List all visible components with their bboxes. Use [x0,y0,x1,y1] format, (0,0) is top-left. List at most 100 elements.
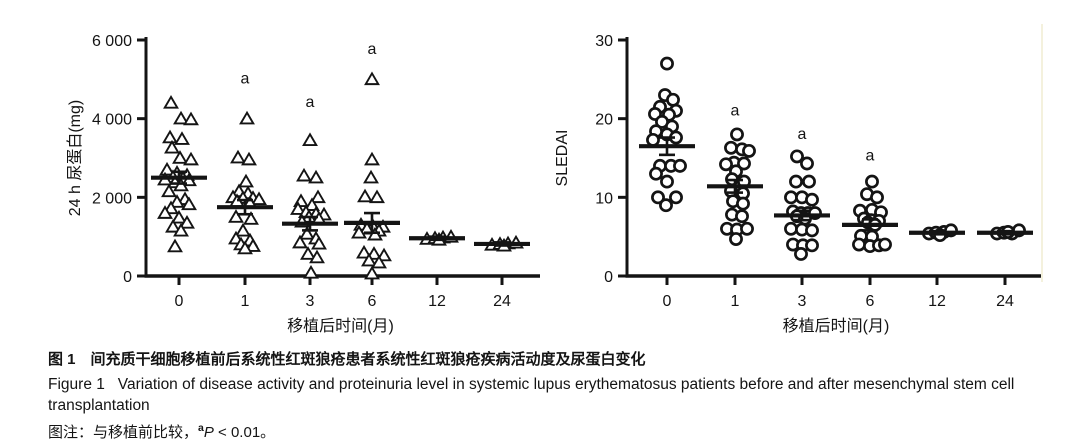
data-point-triangle [161,183,177,198]
x-tick-label: 6 [368,293,377,310]
y-tick-label: 30 [595,33,613,50]
data-point-circle [666,92,680,107]
x-tick-label: 3 [306,293,315,310]
data-point-triangle [364,265,380,280]
data-point-triangle [367,226,383,241]
plot-proteinuria: 0 2 000 4 000 6 000 0 1 3 6 12 24 移植后时间(月) 24 h 尿蛋白… [66,33,540,335]
data-point-triangle [171,209,187,224]
data-point-circle [730,127,744,142]
note-p-symbol: P [203,424,214,442]
figure-captions: 图 1 间充质干细胞移植前后系统性红斑狼疮患者系统性红斑狼疮疾病活动度及尿蛋白变… [48,350,1068,443]
data-point-triangle [299,226,315,240]
data-point-circle [742,143,756,158]
data-point-triangle [162,129,178,144]
data-point-triangle [245,238,261,252]
significance-label: a [241,70,250,87]
data-point-triangle [183,111,199,126]
data-point-circle [740,221,754,236]
data-point-triangle [351,224,367,239]
x-tick-label: 6 [866,293,875,310]
data-point-circle [724,140,738,155]
data-point-triangle [296,167,312,182]
data-point-triangle [179,215,195,229]
data-point-triangle [243,211,259,225]
data-point-triangle [303,264,319,279]
x-tick-label: 0 [175,293,184,310]
data-point-triangle [241,151,257,166]
x-tick-label: 1 [731,293,740,310]
data-point-triangle [181,196,197,211]
data-point-circle [794,247,808,261]
scan-artifact-line [1041,24,1043,282]
data-point-circle [789,174,803,189]
data-point-triangle [169,194,185,208]
data-point-triangle [290,201,306,215]
significance-label: a [368,41,377,58]
y-tick-label: 0 [604,269,613,286]
data-point-triangle [172,150,188,164]
y-tick-label: 6 000 [92,33,132,50]
data-point-circle [729,232,743,246]
x-tick-label: 1 [241,293,250,310]
data-point-circle [865,174,879,189]
data-point-circle [651,190,665,205]
data-point-triangle [159,161,175,176]
data-point-circle [805,223,819,238]
data-point-circle [735,209,749,224]
data-point-triangle [157,205,173,219]
data-point-circle [719,157,733,172]
x-tick-label: 12 [428,293,446,310]
data-point-triangle [376,247,392,262]
caption-english-line2: transplantation [48,397,150,415]
data-point-triangle [310,189,326,204]
data-point-triangle [292,234,308,249]
y-tick-label: 0 [123,269,132,286]
data-point-triangle [174,131,190,145]
data-point-triangle [164,139,180,154]
x-tick-label: 24 [493,293,511,310]
data-point-triangle [165,218,181,233]
data-point-circle [784,221,798,236]
y-tick-label: 4 000 [92,112,132,129]
figure-caption-chinese: 图 1 间充质干细胞移植前后系统性红斑狼疮患者系统性红斑狼疮疾病活动度及尿蛋白变… [48,351,646,368]
data-point-triangle [304,197,320,211]
significance-label: a [798,126,807,143]
data-point-circle [802,174,816,189]
data-point-triangle [357,188,373,203]
figure-caption-english: Figure 1 Variation of disease activity a… [48,375,1068,417]
data-point-triangle [300,246,316,260]
data-point-circle [805,192,819,207]
data-point-circle [784,190,798,205]
x-axis-title: 移植后时间(月) [287,317,394,335]
data-point-triangle [311,235,327,250]
data-point-circle [737,156,751,171]
data-point-triangle [237,240,253,255]
data-point-triangle [251,191,267,206]
data-point-triangle [309,249,325,264]
data-point-triangle [173,177,189,192]
data-point-triangle [364,151,380,166]
data-point-triangle [238,173,254,188]
data-point-circle [878,237,892,252]
data-point-triangle [371,254,387,269]
data-point-triangle [230,149,246,164]
data-point-circle [736,196,750,211]
data-point-circle [870,190,884,205]
data-point-triangle [363,169,379,184]
x-tick-label: 3 [798,293,807,310]
data-point-triangle [173,110,189,125]
data-point-circle [790,149,804,164]
data-point-circle [800,156,814,171]
data-point-circle [646,132,660,147]
data-point-triangle [235,222,251,237]
scatter-plots-canvas: 0 2 000 4 000 6 000 0 1 3 6 12 24 移植后时间(月) 24 h 尿蛋白… [66,33,1042,335]
data-point-triangle [369,189,385,204]
significance-label: a [731,103,740,120]
x-tick-label: 0 [663,293,672,310]
data-point-triangle [364,71,380,86]
x-tick-label: 24 [996,293,1014,310]
data-point-triangle [163,95,179,109]
data-point-triangle [228,209,244,223]
note-value: < 0.01。 [213,424,276,442]
